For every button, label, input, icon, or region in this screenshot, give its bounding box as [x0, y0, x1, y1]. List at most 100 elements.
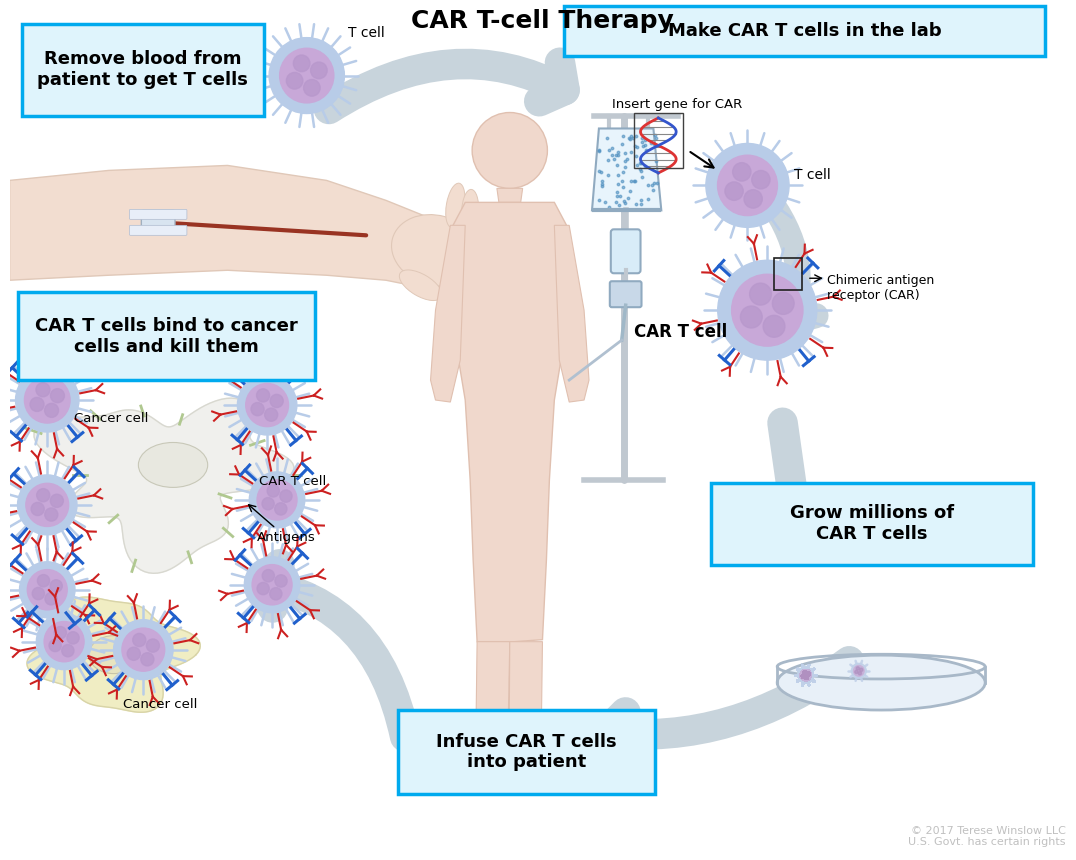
Circle shape [32, 587, 44, 599]
Circle shape [805, 676, 808, 679]
Circle shape [801, 670, 811, 680]
Circle shape [806, 673, 809, 676]
Circle shape [801, 670, 811, 680]
Circle shape [802, 674, 805, 678]
Circle shape [798, 667, 813, 683]
Circle shape [806, 673, 809, 676]
Circle shape [803, 671, 806, 674]
Circle shape [275, 574, 287, 587]
Circle shape [44, 622, 84, 662]
Circle shape [798, 667, 813, 683]
Circle shape [798, 667, 813, 683]
Circle shape [798, 667, 813, 683]
Circle shape [798, 667, 813, 683]
Circle shape [806, 673, 809, 676]
Circle shape [805, 676, 808, 679]
Circle shape [801, 670, 811, 680]
Circle shape [805, 676, 808, 679]
Circle shape [802, 674, 805, 678]
Circle shape [806, 673, 809, 676]
Circle shape [805, 676, 808, 679]
Circle shape [805, 676, 808, 679]
Circle shape [801, 670, 811, 680]
Circle shape [803, 671, 806, 674]
Circle shape [802, 674, 805, 678]
Circle shape [114, 620, 173, 679]
FancyBboxPatch shape [398, 710, 655, 795]
Circle shape [802, 674, 805, 678]
Circle shape [798, 667, 813, 683]
Circle shape [803, 671, 806, 674]
Circle shape [806, 673, 809, 676]
Circle shape [806, 673, 809, 676]
Circle shape [805, 676, 808, 679]
Circle shape [798, 667, 813, 683]
Circle shape [802, 674, 805, 678]
Circle shape [798, 667, 813, 683]
Circle shape [798, 667, 813, 683]
Circle shape [801, 670, 811, 680]
Circle shape [801, 670, 811, 680]
Circle shape [127, 647, 140, 660]
Circle shape [806, 673, 809, 676]
Circle shape [801, 670, 811, 680]
Circle shape [740, 306, 762, 328]
Circle shape [805, 676, 808, 679]
Circle shape [798, 667, 813, 683]
Circle shape [801, 670, 811, 680]
Circle shape [803, 671, 806, 674]
Circle shape [801, 670, 811, 680]
Circle shape [803, 671, 806, 674]
Circle shape [801, 670, 811, 680]
Circle shape [805, 676, 808, 679]
Circle shape [803, 671, 806, 674]
Ellipse shape [462, 189, 479, 231]
Circle shape [274, 503, 287, 515]
Circle shape [803, 671, 806, 674]
Circle shape [806, 673, 809, 676]
Circle shape [806, 673, 809, 676]
Text: Insert gene for CAR: Insert gene for CAR [612, 98, 742, 111]
Circle shape [806, 673, 809, 676]
Circle shape [798, 667, 813, 683]
Circle shape [798, 667, 813, 683]
Circle shape [67, 632, 80, 644]
Circle shape [805, 676, 808, 679]
Circle shape [802, 674, 805, 678]
Circle shape [803, 671, 806, 674]
Circle shape [798, 667, 813, 683]
Circle shape [803, 671, 806, 674]
Circle shape [51, 389, 65, 402]
Polygon shape [430, 225, 465, 402]
Circle shape [806, 673, 809, 676]
Circle shape [802, 674, 805, 678]
Circle shape [803, 671, 806, 674]
Circle shape [801, 670, 811, 680]
Circle shape [803, 671, 806, 674]
Circle shape [802, 674, 805, 678]
Circle shape [806, 673, 809, 676]
Circle shape [803, 671, 806, 674]
Circle shape [270, 587, 282, 600]
Circle shape [311, 62, 327, 79]
Circle shape [798, 667, 813, 683]
Circle shape [805, 676, 808, 679]
Circle shape [798, 667, 813, 683]
Circle shape [803, 671, 806, 674]
Circle shape [61, 644, 74, 657]
Circle shape [805, 676, 808, 679]
Circle shape [801, 670, 811, 680]
FancyBboxPatch shape [564, 6, 1045, 56]
Circle shape [806, 673, 809, 676]
Circle shape [798, 667, 813, 683]
Circle shape [36, 383, 49, 396]
Circle shape [798, 667, 813, 683]
Circle shape [798, 667, 813, 683]
Circle shape [801, 670, 811, 680]
Polygon shape [445, 202, 575, 642]
Circle shape [805, 676, 808, 679]
Circle shape [806, 673, 809, 676]
Circle shape [801, 670, 811, 680]
Circle shape [49, 639, 61, 652]
Circle shape [802, 674, 805, 678]
